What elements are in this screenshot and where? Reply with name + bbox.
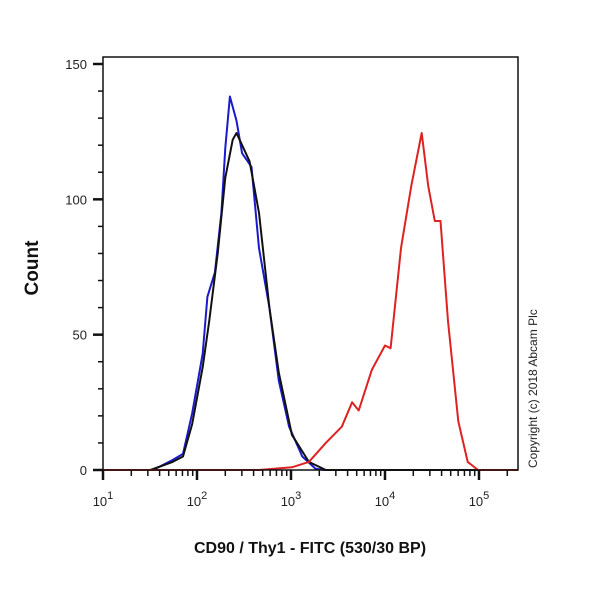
x-tick-label: 101 [93,490,114,509]
histogram-series-3 [103,132,518,471]
axes: 0 50 100 150 101 102 103 104 105 [65,56,519,509]
curves [103,95,518,471]
y-tick-label: 0 [80,463,87,478]
x-tick-label: 103 [281,490,302,509]
x-tick-label: 105 [469,490,490,509]
histogram-series-1 [103,95,518,471]
plot-frame [102,56,519,471]
y-tick-label: 150 [65,57,87,72]
histogram-series-2 [103,132,518,471]
x-tick-label: 104 [375,490,396,509]
y-tick-label: 50 [73,328,87,343]
x-axis-label: CD90 / Thy1 - FITC (530/30 BP) [194,540,426,557]
copyright-annotation: Copyright (c) 2018 Abcam Plc [526,309,540,468]
y-axis-label: Count [22,240,43,296]
y-tick-label: 100 [65,192,87,207]
x-tick-label: 102 [187,490,208,509]
